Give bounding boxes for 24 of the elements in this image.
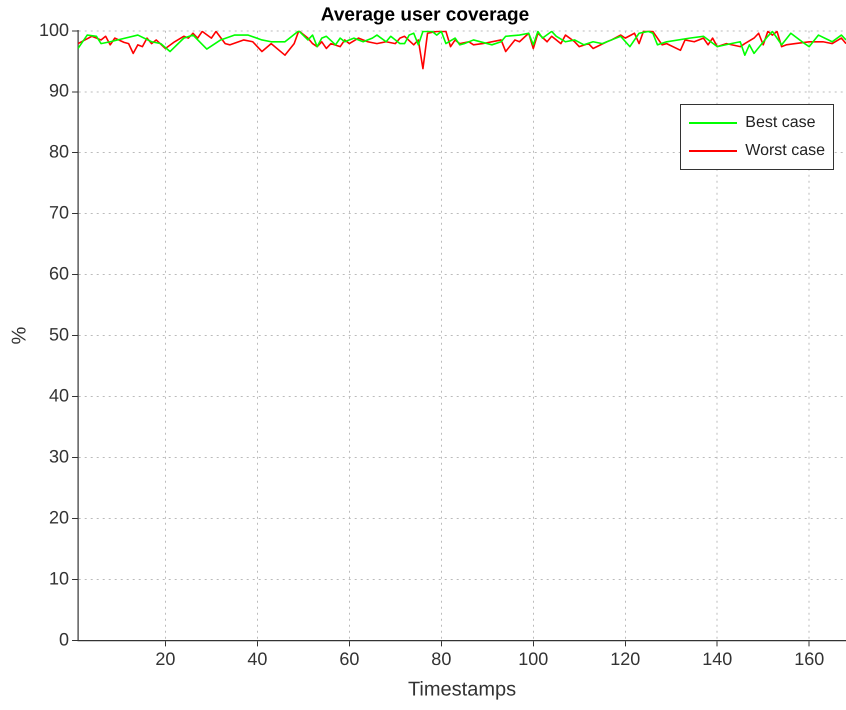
x-tick-label: 140 (702, 649, 732, 670)
y-tick-label: 0 (59, 629, 70, 650)
x-tick-label: 60 (339, 649, 360, 670)
y-tick-label: 60 (49, 264, 70, 284)
x-axis-title: Timestamps (408, 678, 516, 701)
legend-label: Worst case (745, 142, 825, 160)
y-tick-label: 40 (49, 386, 70, 406)
y-axis-title: % (8, 326, 31, 344)
y-tick-label: 50 (49, 324, 70, 345)
x-tick-label: 100 (518, 649, 548, 670)
y-tick-label: 20 (49, 507, 70, 528)
y-tick-label: 70 (49, 202, 70, 223)
x-tick-label: 40 (247, 649, 268, 670)
y-tick-label: 10 (49, 568, 70, 588)
x-tick-label: 160 (794, 649, 824, 670)
y-tick-label: 30 (49, 446, 70, 466)
x-tick-label: 120 (610, 649, 640, 670)
x-tick-label: 80 (431, 649, 452, 670)
y-tick-label: 100 (38, 20, 70, 40)
x-tick-label: 20 (155, 649, 176, 670)
chart-title: Average user coverage (320, 4, 530, 26)
y-tick-label: 90 (49, 80, 70, 101)
legend-label: Best case (745, 114, 816, 132)
y-tick-label: 80 (49, 142, 70, 162)
